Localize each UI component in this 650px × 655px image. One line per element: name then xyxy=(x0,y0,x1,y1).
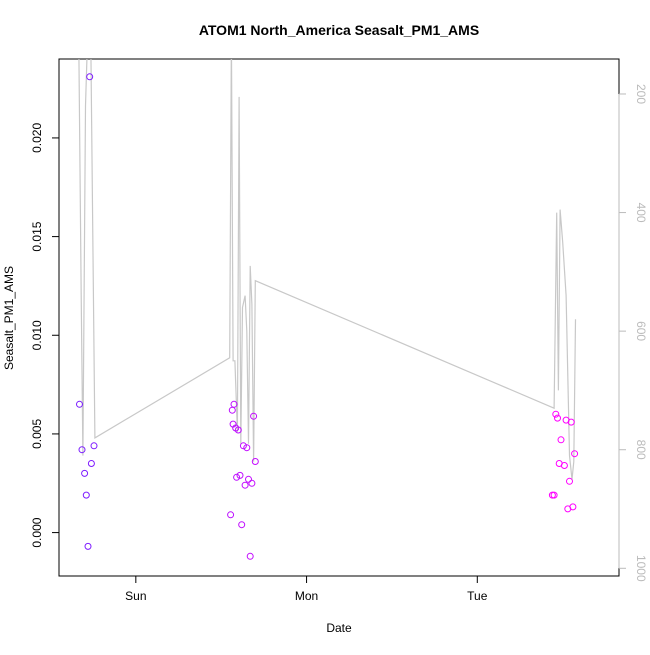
data-point xyxy=(560,462,568,469)
data-point xyxy=(241,481,249,489)
y2-tick-label: 200 xyxy=(634,84,648,104)
data-point xyxy=(552,410,560,418)
y2-tick-label: 400 xyxy=(634,203,648,223)
data-point xyxy=(84,542,92,550)
y2-tick-label: 1000 xyxy=(634,555,648,582)
x-axis-label: Date xyxy=(326,621,352,635)
data-point xyxy=(246,552,254,560)
series-line xyxy=(78,59,577,480)
data-point xyxy=(78,446,86,454)
data-point xyxy=(554,414,561,422)
data-point xyxy=(236,471,244,479)
x-axis: Sun Mon Tue xyxy=(125,575,488,603)
data-point xyxy=(557,436,565,444)
data-point xyxy=(248,479,256,487)
data-point xyxy=(238,521,246,529)
y-axis-label: Seasalt_PM1_AMS xyxy=(2,266,16,370)
x-tick-label: Mon xyxy=(295,589,318,603)
y-tick-label: 0.020 xyxy=(30,123,44,153)
data-point xyxy=(90,442,98,450)
data-point xyxy=(550,491,558,499)
data-point xyxy=(566,477,573,485)
secondary-y-axis: 200 400 600 800 1000 xyxy=(618,84,648,582)
plot-frame xyxy=(58,58,620,577)
data-point xyxy=(250,412,258,420)
data-point xyxy=(243,444,251,452)
data-point xyxy=(228,406,236,414)
data-point xyxy=(86,73,94,81)
data-point xyxy=(569,503,577,511)
x-tick-label: Tue xyxy=(467,589,488,603)
y-tick-label: 0.010 xyxy=(30,320,44,350)
data-point xyxy=(81,469,89,477)
data-point xyxy=(571,450,579,458)
x-tick-label: Sun xyxy=(125,589,146,603)
y2-tick-label: 600 xyxy=(634,321,648,341)
data-point xyxy=(567,418,575,426)
data-point xyxy=(239,442,247,450)
data-point xyxy=(227,511,235,519)
y-tick-label: 0.000 xyxy=(30,517,44,547)
data-point xyxy=(230,400,238,408)
data-point xyxy=(251,458,259,465)
data-point xyxy=(87,460,95,467)
data-point xyxy=(76,400,83,408)
y-axis: 0.000 0.005 0.010 0.015 0.020 xyxy=(30,123,60,548)
data-point xyxy=(82,491,90,499)
series-points-group xyxy=(76,73,579,560)
data-point xyxy=(234,426,242,434)
data-point xyxy=(233,473,241,481)
series-line-group xyxy=(78,59,577,480)
chart-title: ATOM1 North_America Seasalt_PM1_AMS xyxy=(199,22,479,38)
y2-tick-label: 800 xyxy=(634,440,648,460)
y-tick-label: 0.015 xyxy=(30,221,44,251)
data-point xyxy=(245,475,252,483)
y-tick-label: 0.005 xyxy=(30,419,44,449)
